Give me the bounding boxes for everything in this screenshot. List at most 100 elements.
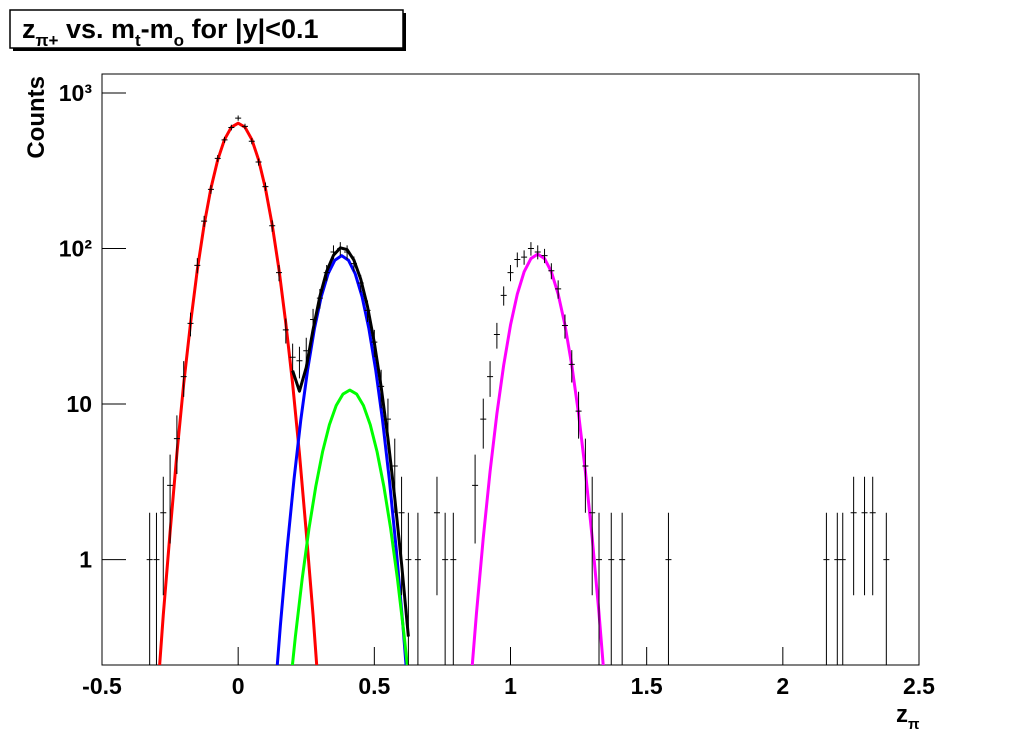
data-point — [337, 242, 344, 256]
subscript: π+ — [36, 31, 59, 50]
data-point — [248, 138, 255, 145]
data-point — [371, 329, 378, 358]
data-point — [527, 242, 534, 256]
data-point — [262, 182, 269, 192]
data-point — [310, 308, 317, 332]
data-point — [487, 361, 494, 397]
data-point — [207, 185, 214, 194]
data-point — [450, 512, 457, 665]
plot-area — [146, 115, 890, 665]
data-point — [883, 512, 890, 665]
fit-curve — [275, 254, 408, 665]
data-point — [269, 220, 276, 232]
data-point — [221, 136, 228, 143]
y-tick-label: 10³ — [59, 80, 93, 106]
data-point — [194, 258, 201, 274]
data-point — [350, 256, 357, 272]
data-point — [187, 312, 194, 337]
data-point — [384, 398, 391, 449]
data-point — [582, 438, 589, 513]
data-point — [357, 274, 364, 293]
data-point — [541, 248, 548, 264]
data-point — [378, 369, 385, 409]
data-point — [344, 245, 351, 260]
x-tick-label: 1 — [504, 673, 517, 699]
text-part: -m — [141, 14, 174, 44]
data-point — [405, 512, 412, 665]
data-point — [589, 476, 596, 596]
data-point — [442, 512, 449, 665]
data-point — [665, 512, 672, 665]
x-tick-label: 0.5 — [358, 673, 390, 699]
data-point — [153, 512, 160, 665]
chart-title: zπ+ vs. mt-mo for |y|<0.1 — [22, 14, 318, 50]
data-point — [575, 391, 582, 439]
text-part: z — [22, 14, 36, 44]
data-point — [596, 512, 603, 665]
data-point — [276, 264, 283, 282]
x-axis-label: zπ — [896, 701, 920, 733]
data-point — [568, 350, 575, 383]
data-point — [398, 476, 405, 596]
data-point — [500, 286, 507, 306]
data-point — [521, 250, 528, 265]
text-part: vs. m — [58, 14, 135, 44]
y-tick-label: 1 — [79, 547, 92, 573]
data-point — [228, 124, 235, 131]
fit-curve — [291, 246, 410, 637]
data-point — [514, 252, 521, 268]
data-point — [235, 115, 242, 121]
subscript: t — [135, 31, 141, 50]
x-tick-label: 1.5 — [631, 673, 663, 699]
data-point — [330, 245, 337, 260]
data-point — [823, 512, 830, 665]
data-point — [850, 476, 857, 596]
subscript: o — [174, 31, 184, 50]
data-point — [472, 454, 479, 544]
data-point — [160, 476, 167, 596]
data-point — [493, 322, 500, 349]
data-point — [869, 476, 876, 596]
y-tick-label: 10 — [66, 391, 92, 417]
y-tick-label: 10² — [59, 236, 93, 262]
data-point — [282, 318, 289, 344]
data-point — [534, 245, 541, 260]
data-point — [214, 154, 221, 162]
data-point — [555, 280, 562, 299]
data-point — [414, 512, 421, 665]
data-point — [507, 264, 514, 282]
data-point — [303, 337, 310, 367]
text-part: z — [896, 701, 908, 728]
data-point — [173, 415, 180, 475]
data-point — [480, 398, 487, 449]
data-point — [364, 300, 371, 323]
data-point — [433, 476, 440, 596]
data-point — [180, 361, 187, 397]
x-tick-label: -0.5 — [82, 673, 122, 699]
data-point — [201, 215, 208, 227]
data-point — [241, 123, 248, 130]
data-point — [608, 512, 615, 665]
text-part: for |y|<0.1 — [184, 14, 318, 44]
data-point — [296, 346, 303, 379]
data-point — [861, 476, 868, 596]
data-point — [289, 343, 296, 375]
fit-curve — [158, 121, 319, 665]
subscript: π — [908, 716, 920, 733]
x-tick-label: 0 — [232, 673, 245, 699]
data-point — [146, 512, 153, 665]
data-point — [619, 512, 626, 665]
data-point — [167, 454, 174, 544]
title-box — [9, 9, 404, 49]
data-point — [839, 512, 846, 665]
plot-frame — [101, 73, 920, 666]
data-point — [255, 158, 262, 166]
x-tick-label: 2.5 — [903, 673, 935, 699]
data-point — [834, 512, 841, 665]
data-point — [391, 438, 398, 513]
data-point — [548, 263, 555, 280]
x-tick-label: 2 — [776, 673, 789, 699]
data-point — [561, 314, 568, 339]
fit-curve — [290, 388, 409, 665]
